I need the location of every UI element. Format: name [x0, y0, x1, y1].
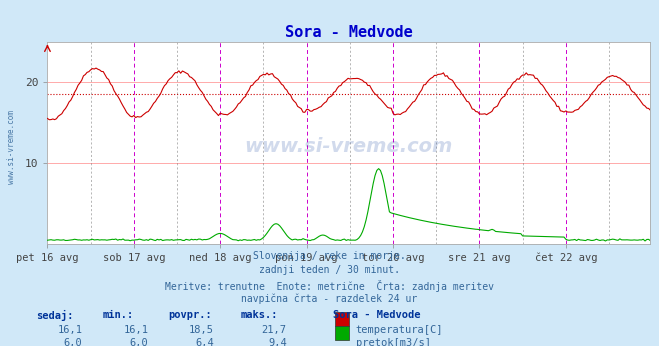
Text: zadnji teden / 30 minut.: zadnji teden / 30 minut.	[259, 265, 400, 275]
Text: 18,5: 18,5	[189, 325, 214, 335]
Title: Sora - Medvode: Sora - Medvode	[285, 25, 413, 40]
Text: pretok[m3/s]: pretok[m3/s]	[356, 338, 431, 346]
Text: Slovenija / reke in morje.: Slovenija / reke in morje.	[253, 251, 406, 261]
Text: 6,4: 6,4	[196, 338, 214, 346]
Text: 21,7: 21,7	[262, 325, 287, 335]
Text: www.si-vreme.com: www.si-vreme.com	[244, 137, 453, 156]
Text: 9,4: 9,4	[268, 338, 287, 346]
Text: www.si-vreme.com: www.si-vreme.com	[7, 110, 16, 184]
Text: Sora - Medvode: Sora - Medvode	[333, 310, 420, 320]
Text: 16,1: 16,1	[57, 325, 82, 335]
Text: 16,1: 16,1	[123, 325, 148, 335]
Text: povpr.:: povpr.:	[168, 310, 212, 320]
Text: min.:: min.:	[102, 310, 133, 320]
Text: 6,0: 6,0	[64, 338, 82, 346]
Text: sedaj:: sedaj:	[36, 310, 74, 321]
Text: navpična črta - razdelek 24 ur: navpična črta - razdelek 24 ur	[241, 293, 418, 304]
Text: maks.:: maks.:	[241, 310, 278, 320]
Text: 6,0: 6,0	[130, 338, 148, 346]
Text: Meritve: trenutne  Enote: metrične  Črta: zadnja meritev: Meritve: trenutne Enote: metrične Črta: …	[165, 280, 494, 292]
Text: temperatura[C]: temperatura[C]	[356, 325, 444, 335]
